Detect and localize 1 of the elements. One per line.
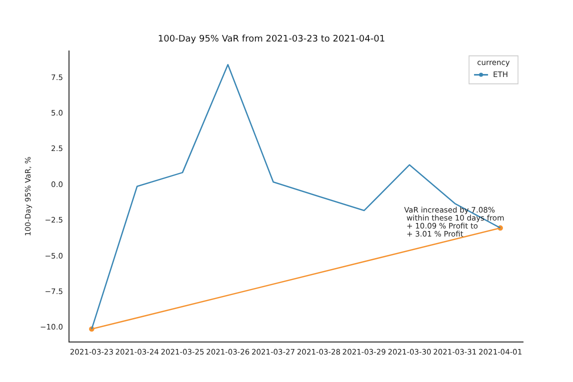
chart-title: 100-Day 95% VaR from 2021-03-23 to 2021-04-01 [158, 34, 386, 45]
